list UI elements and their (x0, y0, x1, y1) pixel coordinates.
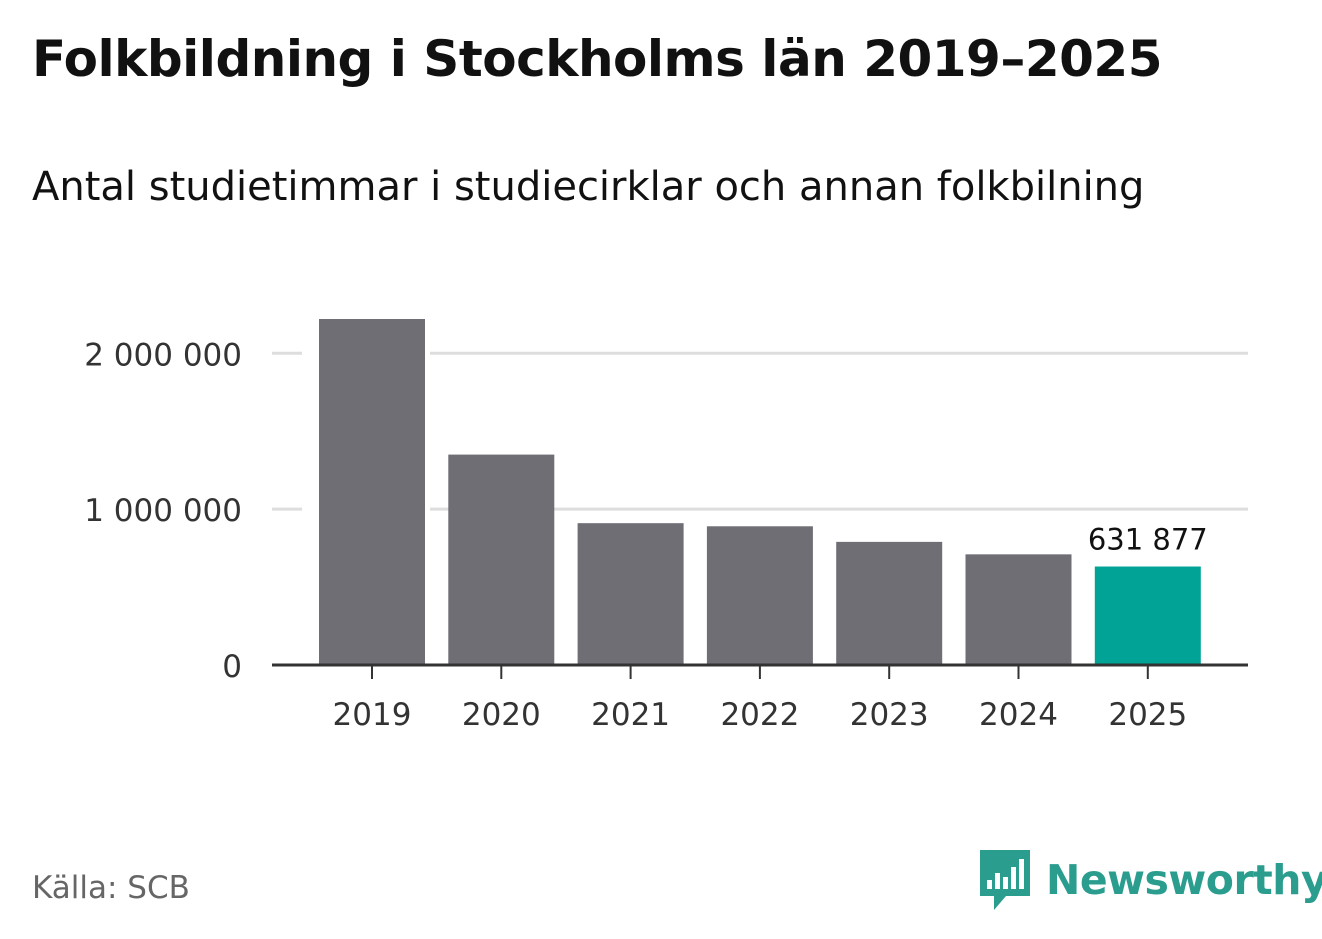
x-tick-label: 2019 (333, 697, 412, 733)
brand-logo: Newsworthy (980, 848, 1322, 912)
x-tick-label: 2021 (591, 697, 670, 733)
y-tick-label: 1 000 000 (84, 493, 242, 529)
y-tick-label: 2 000 000 (84, 337, 242, 373)
bar-2020 (448, 454, 555, 665)
y-tick-label: 0 (222, 649, 242, 685)
x-tick-label: 2023 (850, 697, 929, 733)
x-tick-label: 2022 (720, 697, 799, 733)
bar-2021 (577, 523, 684, 665)
chart-title: Folkbildning i Stockholms län 2019–2025 (32, 30, 1163, 88)
x-tick-label: 2024 (979, 697, 1058, 733)
bar-2022 (706, 526, 813, 665)
data-label-2025: 631 877 (1088, 523, 1208, 557)
source-note: Källa: SCB (32, 870, 190, 906)
y-axis-ticks: 0 1 000 000 2 000 000 (84, 337, 242, 685)
x-tick-label: 2025 (1108, 697, 1187, 733)
bar-2025 (1094, 566, 1201, 665)
x-tick-label: 2020 (462, 697, 541, 733)
bar-2023 (836, 541, 943, 665)
bar-2019 (319, 319, 425, 665)
chart-subtitle: Antal studietimmar i studiecirklar och a… (32, 164, 1145, 210)
data-labels: 631 877 (1088, 523, 1208, 557)
bar-2024 (965, 554, 1072, 665)
brand-name: Newsworthy (1046, 856, 1322, 904)
gridlines (272, 351, 1248, 511)
bars (319, 319, 1201, 665)
newsworthy-logo-icon (980, 850, 1030, 910)
x-axis-ticks: 2019 2020 2021 2022 2023 2024 2025 (333, 665, 1187, 733)
